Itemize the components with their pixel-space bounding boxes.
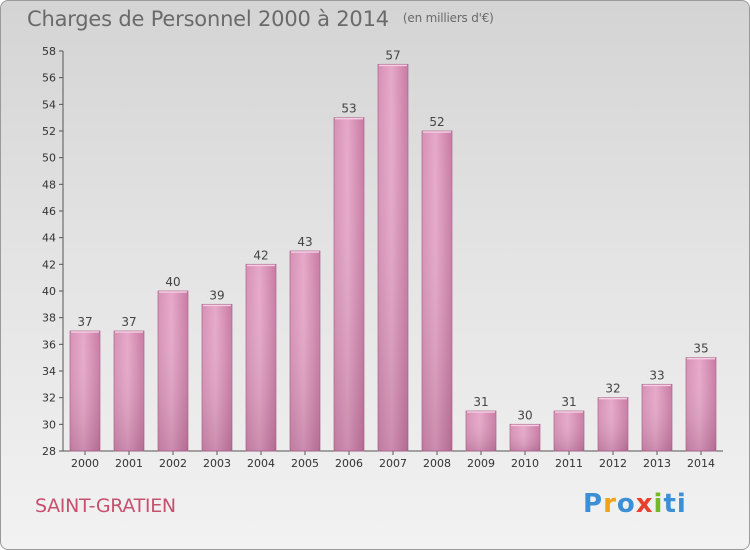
bar-shade-2007 [378, 64, 408, 452]
bar-shade-2006 [334, 117, 364, 452]
y-tick-label: 54 [42, 98, 56, 111]
y-tick-label: 40 [42, 285, 56, 298]
bar-shade-2008 [422, 131, 452, 451]
x-tick-label: 2014 [687, 457, 715, 470]
data-label: 35 [693, 342, 708, 356]
proxiti-logo: Proxiti [583, 489, 687, 519]
axes: 28 30 32 34 36 38 40 42 44 46 48 50 52 54 56 58 2000 2001… [42, 45, 723, 470]
bar-shade-2005 [290, 251, 320, 451]
bar-shade-2010 [510, 424, 540, 451]
data-label: 57 [385, 48, 400, 62]
y-tick-label: 56 [42, 72, 56, 85]
data-label: 31 [473, 395, 488, 409]
data-labels: 37 37 40 39 42 43 53 57 52 31 30 31 32 33 35 [77, 48, 708, 422]
bar-shade-2002 [158, 291, 188, 451]
y-tick-label: 46 [42, 205, 56, 218]
x-tick-label: 2005 [291, 457, 319, 470]
bar-shade-2001 [114, 331, 144, 451]
x-tick-label: 2009 [467, 457, 495, 470]
data-label: 31 [561, 395, 576, 409]
x-tick-label: 2013 [643, 457, 671, 470]
bar-shade-2014 [686, 357, 716, 451]
y-tick-label: 52 [42, 125, 56, 138]
bar-shade-2011 [554, 411, 584, 451]
bar-shade-2012 [598, 397, 628, 451]
commune-name: SAINT-GRATIEN [35, 495, 176, 517]
x-tick-label: 2008 [423, 457, 451, 470]
y-tick-label: 48 [42, 178, 56, 191]
y-tick-label: 34 [42, 365, 56, 378]
unit-note: (en milliers d'€) [402, 11, 494, 25]
x-tick-label: 2000 [71, 457, 99, 470]
y-tick-label: 28 [42, 445, 56, 458]
x-tick-label: 2007 [379, 457, 407, 470]
y-tick-label: 38 [42, 312, 56, 325]
data-label: 37 [77, 315, 92, 329]
y-tick-label: 36 [42, 338, 56, 351]
chart-title: Charges de Personnel 2000 à 2014 (en mill… [27, 7, 494, 31]
bar-shade-2004 [246, 264, 276, 451]
data-label: 53 [341, 102, 356, 116]
data-label: 33 [649, 368, 664, 382]
bar-shade-2003 [202, 304, 232, 451]
bar-shade-2000 [70, 331, 100, 451]
x-tick-label: 2004 [247, 457, 275, 470]
x-tick-label: 2012 [599, 457, 627, 470]
y-tick-label: 30 [42, 418, 56, 431]
bars [69, 63, 717, 452]
data-label: 32 [605, 382, 620, 396]
x-tick-label: 2003 [203, 457, 231, 470]
data-label: 43 [297, 235, 312, 249]
x-tick-label: 2002 [159, 457, 187, 470]
data-label: 40 [165, 275, 180, 289]
data-label: 39 [209, 288, 224, 302]
x-tick-label: 2011 [555, 457, 583, 470]
chart-title-text: Charges de Personnel 2000 à 2014 [27, 7, 389, 31]
x-tick-label: 2006 [335, 457, 363, 470]
data-label: 37 [121, 315, 136, 329]
x-tick-label: 2010 [511, 457, 539, 470]
bar-shade-2013 [642, 384, 672, 451]
data-label: 30 [517, 408, 532, 422]
data-label: 52 [429, 115, 444, 129]
y-tick-label: 44 [42, 232, 56, 245]
y-tick-label: 42 [42, 258, 56, 271]
y-tick-label: 58 [42, 45, 56, 58]
y-tick-label: 32 [42, 392, 56, 405]
x-tick-label: 2001 [115, 457, 143, 470]
bar-shade-2009 [466, 411, 496, 451]
y-tick-label: 50 [42, 152, 56, 165]
data-label: 42 [253, 248, 268, 262]
